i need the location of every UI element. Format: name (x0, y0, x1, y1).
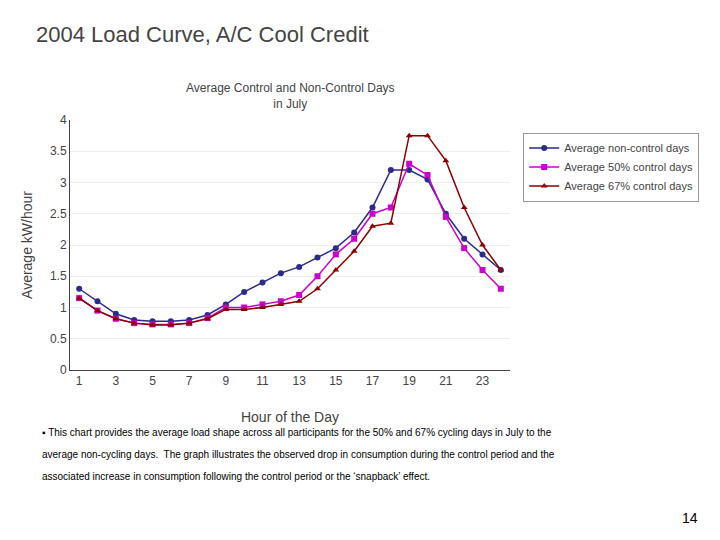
svg-text:2.5: 2.5 (50, 207, 67, 221)
svg-text:0.5: 0.5 (50, 332, 67, 346)
svg-text:Average Control and Non-Contro: Average Control and Non-Control Daysin J… (186, 81, 395, 111)
svg-text:3: 3 (60, 176, 67, 190)
svg-text:23: 23 (476, 374, 490, 388)
svg-text:Average kW/hour: Average kW/hour (19, 191, 35, 299)
svg-text:average non-cycling days. The: average non-cycling days. The graph illu… (42, 449, 555, 460)
svg-text:1: 1 (76, 374, 83, 388)
svg-text:3: 3 (112, 374, 119, 388)
svg-text:7: 7 (186, 374, 193, 388)
svg-text:13: 13 (292, 374, 306, 388)
svg-text:9: 9 (222, 374, 229, 388)
svg-text:19: 19 (402, 374, 416, 388)
svg-text:Average non-control days: Average non-control days (564, 142, 690, 154)
svg-text:14: 14 (682, 510, 698, 526)
svg-text:▪ This chart provides the aver: ▪ This chart provides the average load s… (42, 427, 552, 438)
svg-text:Average 50% control days: Average 50% control days (564, 161, 693, 173)
svg-text:1.5: 1.5 (50, 269, 67, 283)
svg-text:17: 17 (366, 374, 380, 388)
svg-text:associated increase in consump: associated increase in consumption follo… (42, 471, 430, 482)
svg-text:1: 1 (60, 301, 67, 315)
svg-text:4: 4 (60, 113, 67, 127)
svg-text:21: 21 (439, 374, 453, 388)
svg-text:Hour of the Day: Hour of the Day (241, 409, 339, 425)
svg-text:5: 5 (149, 374, 156, 388)
svg-text:3.5: 3.5 (50, 144, 67, 158)
svg-text:15: 15 (329, 374, 343, 388)
svg-text:2004 Load Curve, A/C Cool Cred: 2004 Load Curve, A/C Cool Credit (36, 22, 369, 47)
svg-text:11: 11 (256, 374, 269, 388)
svg-text:0: 0 (60, 363, 67, 377)
svg-text:2: 2 (60, 238, 67, 252)
svg-text:Average 67% control days: Average 67% control days (564, 180, 693, 192)
